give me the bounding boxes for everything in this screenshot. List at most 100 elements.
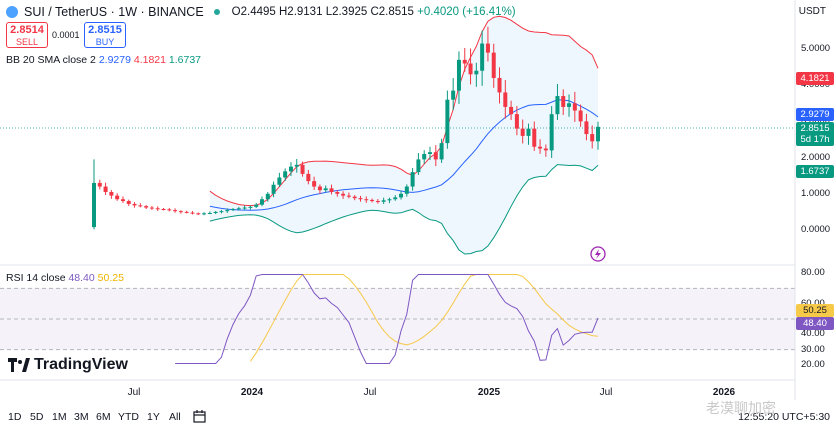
- candle-body: [161, 209, 166, 211]
- candle-body: [578, 110, 583, 122]
- candle-body: [202, 213, 207, 215]
- candle-body: [514, 114, 519, 129]
- candle-body: [451, 90, 456, 100]
- candle-body: [294, 164, 299, 167]
- rsi-legend-label: RSI 14 close: [6, 272, 66, 284]
- candle-body: [300, 164, 305, 174]
- candle-body: [254, 204, 259, 207]
- candle-body: [312, 181, 317, 187]
- timeframe-ytd-button[interactable]: YTD: [118, 411, 139, 423]
- timeframe-6m-button[interactable]: 6M: [96, 411, 111, 423]
- sell-price: 2.8514: [10, 24, 44, 36]
- candle-body: [503, 92, 508, 107]
- candle-body: [364, 199, 369, 201]
- bb-lower-tag: 1.6737: [796, 165, 834, 178]
- time-axis-tick: 2024: [240, 387, 264, 398]
- currency-label[interactable]: USDT: [798, 6, 826, 17]
- timeframe-1m-button[interactable]: 1M: [52, 411, 67, 423]
- timeframe-5d-button[interactable]: 5D: [30, 411, 44, 423]
- rsi-legend-value: 48.40: [68, 272, 95, 284]
- candle-body: [178, 211, 183, 213]
- rsi-axis-tick: 60.00: [801, 298, 825, 309]
- candle-body: [538, 146, 543, 149]
- sell-label: SELL: [15, 37, 39, 47]
- candle-body: [120, 199, 125, 202]
- candle-body: [213, 211, 218, 213]
- time-axis-tick: Jul: [363, 387, 377, 398]
- candle-body: [288, 166, 293, 172]
- price-axis-tick: 2.0000: [801, 151, 831, 163]
- countdown-value: 5d 17h: [800, 134, 830, 145]
- candle-body: [155, 208, 160, 210]
- sell-button[interactable]: 2.8514 SELL: [6, 22, 48, 48]
- timeframe-1y-button[interactable]: 1Y: [147, 411, 160, 423]
- rsi-axis-tick: 40.00: [801, 328, 825, 340]
- bb-basis-tag: 2.9279: [796, 108, 834, 121]
- flash-icon[interactable]: [590, 246, 606, 262]
- last-price-value: 2.8515: [800, 123, 830, 134]
- candle-body: [428, 152, 432, 154]
- timeframe-1d-button[interactable]: 1D: [8, 411, 22, 423]
- bb-upper-tag: 4.1821: [796, 72, 834, 85]
- time-axis-tick: 2026: [712, 387, 736, 398]
- timeframe-all-button[interactable]: All: [169, 411, 181, 423]
- candle-body: [132, 203, 137, 206]
- rsi-line: [175, 274, 599, 364]
- candle-body: [115, 195, 120, 200]
- candle-body: [271, 184, 276, 194]
- candle-body: [387, 199, 392, 201]
- candle-body: [416, 159, 421, 173]
- candle-body: [497, 77, 502, 93]
- rsi-band-fill: [0, 288, 795, 350]
- time-axis-tick: 2025: [477, 387, 501, 398]
- rsi-ma-tag: 50.25: [796, 304, 834, 317]
- candle-body: [561, 96, 566, 107]
- bb-legend[interactable]: BB 20 SMA close 2 2.9279 4.1821 1.6737: [6, 54, 201, 66]
- time-axis-tick: Jul: [599, 387, 613, 398]
- candle-body: [231, 209, 236, 211]
- last-price-tag: 2.8515 5d 17h: [796, 122, 834, 146]
- chart-header: SUI / TetherUS · 1W · BINANCE O2.4495 H2…: [6, 4, 516, 20]
- candle-body: [97, 182, 102, 187]
- candle-body: [596, 126, 600, 142]
- candle-body: [491, 52, 496, 78]
- bb-band-fill: [209, 16, 598, 255]
- rsi-axis-tick: 30.00: [801, 343, 825, 355]
- candle-body: [375, 201, 380, 203]
- rsi-legend[interactable]: RSI 14 close 48.40 50.25: [6, 272, 124, 284]
- rsi-axis-tick: 80.00: [801, 267, 825, 278]
- spread-value: 0.0001: [52, 30, 80, 40]
- candle-body: [144, 206, 149, 208]
- candle-body: [260, 199, 264, 205]
- candle-body: [381, 200, 386, 202]
- candle-body: [167, 209, 172, 211]
- candle-body: [225, 210, 230, 212]
- candle-body: [173, 210, 178, 212]
- candle-body: [549, 114, 554, 151]
- candle-body: [509, 106, 514, 115]
- timeframe-3m-button[interactable]: 3M: [74, 411, 89, 423]
- clock-readout[interactable]: 12:55:20 UTC+5:30: [738, 411, 830, 423]
- ohlc-high: H2.9131: [279, 6, 323, 18]
- candle-body: [236, 208, 241, 210]
- candle-body: [572, 103, 577, 111]
- bb-lower-value: 1.6737: [168, 54, 202, 66]
- date-range-icon[interactable]: [192, 409, 208, 425]
- candle-body: [433, 152, 438, 160]
- bb-basis-line: [209, 99, 599, 211]
- candle-body: [468, 63, 473, 75]
- bb-upper-value: 4.1821: [133, 54, 166, 66]
- symbol-title[interactable]: SUI / TetherUS · 1W · BINANCE: [24, 5, 204, 19]
- buy-button[interactable]: 2.8515 BUY: [84, 22, 126, 48]
- candle-body: [410, 172, 415, 187]
- candle-body: [92, 182, 96, 228]
- tradingview-logo-icon: [8, 358, 30, 372]
- ohlc-low: L2.3925: [325, 6, 368, 18]
- rsi-ma-line: [249, 274, 599, 362]
- candle-body: [207, 212, 212, 214]
- candle-body: [404, 186, 409, 194]
- candle-body: [555, 96, 560, 115]
- buy-label: BUY: [95, 37, 115, 47]
- candle-body: [584, 121, 589, 135]
